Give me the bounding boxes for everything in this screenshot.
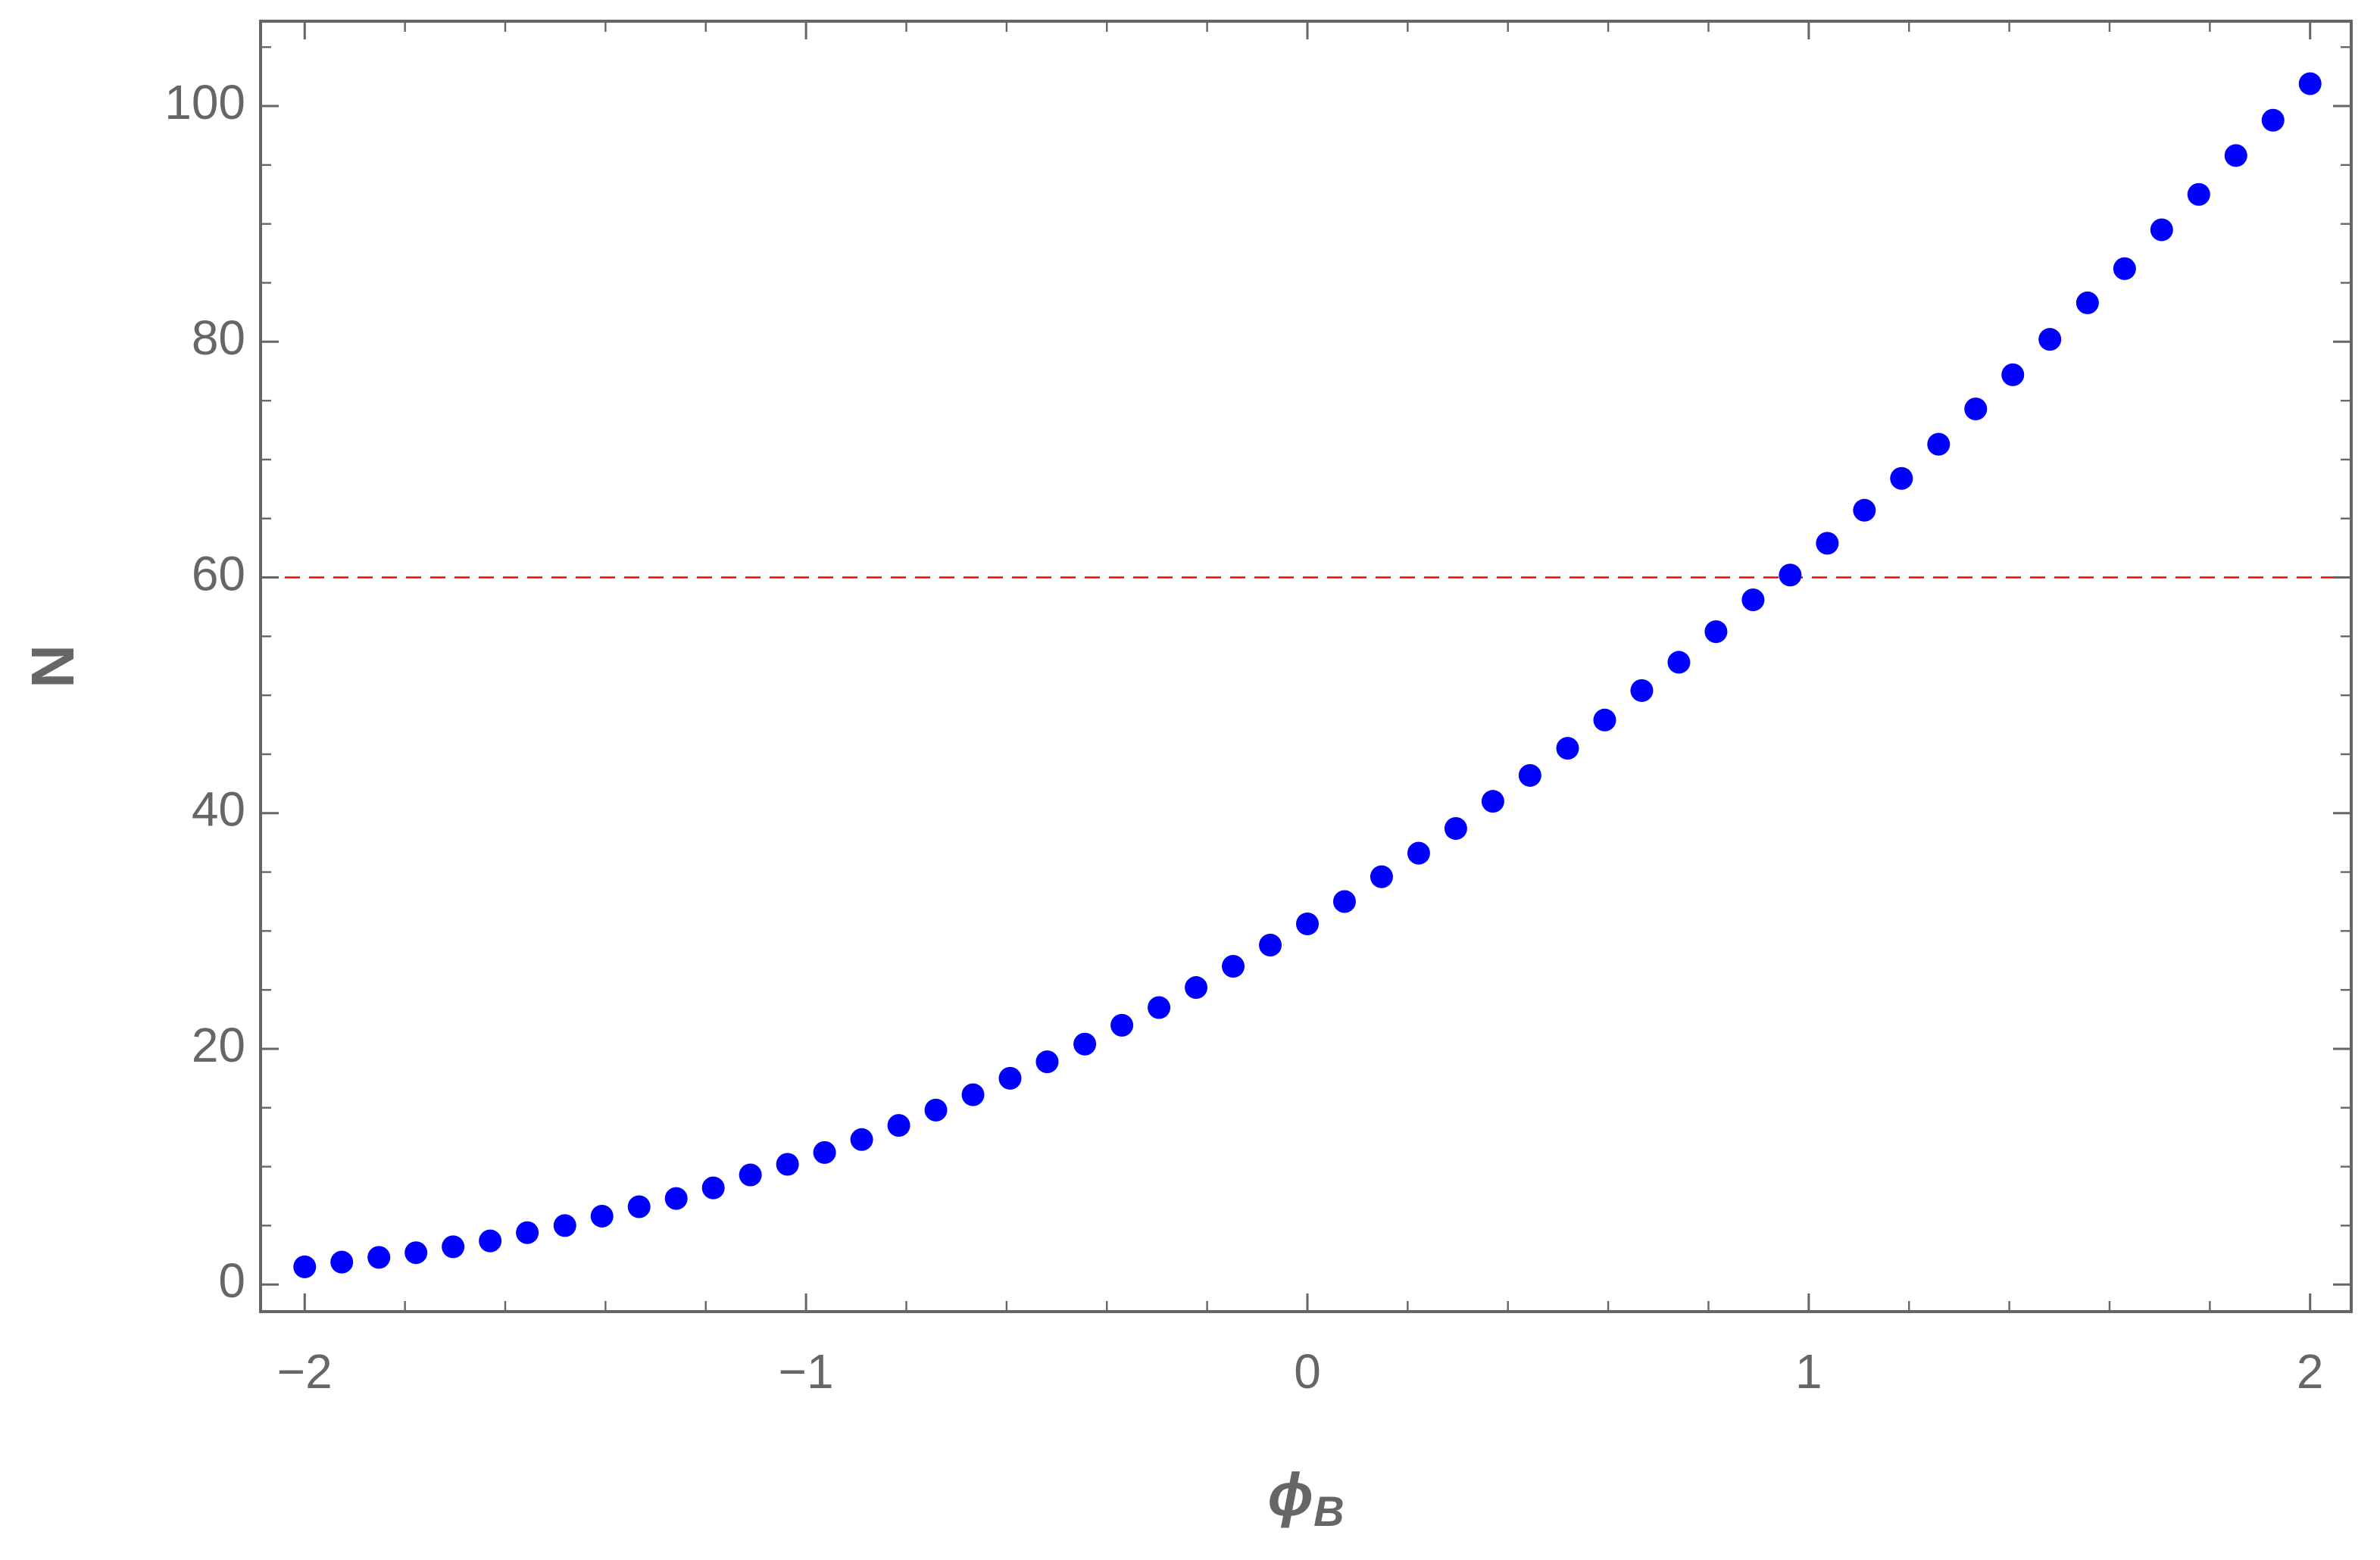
- data-point: [1332, 890, 1356, 913]
- data-point: [1593, 708, 1616, 732]
- data-point: [1556, 737, 1579, 760]
- data-point: [627, 1195, 651, 1218]
- data-point: [961, 1083, 985, 1106]
- data-point: [1927, 432, 1951, 456]
- data-point: [1222, 955, 1245, 978]
- y-axis-label: N: [19, 644, 86, 688]
- data-point: [553, 1214, 576, 1237]
- x-axis-label-subscript: B: [1313, 1487, 1344, 1535]
- data-point: [2298, 72, 2322, 95]
- y-tick-label: 60: [192, 546, 245, 601]
- data-point: [293, 1255, 317, 1278]
- y-tick-label: 80: [192, 310, 245, 365]
- data-point: [2261, 108, 2285, 132]
- data-point: [1779, 563, 1802, 587]
- data-point: [2113, 257, 2136, 280]
- data-point: [887, 1114, 910, 1137]
- data-point: [2038, 328, 2062, 351]
- x-tick-label: −1: [779, 1344, 834, 1399]
- data-point: [1444, 816, 1467, 840]
- data-point: [1890, 466, 1913, 490]
- data-point: [479, 1229, 502, 1253]
- data-point: [1148, 996, 1171, 1019]
- data-point: [813, 1140, 836, 1164]
- data-point: [850, 1128, 873, 1151]
- x-axis-label: ϕB: [1267, 1461, 1344, 1535]
- data-point: [664, 1187, 688, 1210]
- x-tick-label: 2: [2297, 1344, 2324, 1399]
- data-point: [1667, 651, 1691, 674]
- data-point: [590, 1204, 614, 1228]
- data-point: [516, 1221, 539, 1244]
- data-point: [998, 1066, 1022, 1090]
- data-point: [701, 1176, 725, 1200]
- data-point: [1295, 913, 1319, 936]
- plot-frame: [259, 20, 2353, 1313]
- data-point: [1407, 841, 1430, 865]
- data-point: [442, 1235, 465, 1259]
- x-tick-label: 1: [1795, 1344, 1822, 1399]
- data-point: [1110, 1013, 1134, 1037]
- data-point: [1704, 620, 1728, 644]
- x-tick-label: 0: [1294, 1344, 1321, 1399]
- data-point: [1853, 498, 1876, 522]
- data-point: [1741, 588, 1765, 612]
- data-point: [404, 1241, 428, 1265]
- data-point: [1035, 1050, 1059, 1074]
- y-tick-label: 20: [192, 1018, 245, 1072]
- data-point: [1073, 1032, 1097, 1056]
- data-point: [1481, 790, 1504, 813]
- data-point: [1816, 532, 1839, 555]
- data-point: [2075, 291, 2099, 314]
- data-point: [1370, 865, 1393, 888]
- data-point: [739, 1163, 762, 1187]
- data-point: [2187, 183, 2210, 206]
- y-tick-label: 100: [164, 75, 245, 129]
- data-point: [776, 1153, 799, 1176]
- data-point: [330, 1250, 354, 1274]
- data-point: [1964, 397, 1988, 420]
- y-tick-label: 40: [192, 782, 245, 837]
- x-tick-label: −2: [277, 1344, 333, 1399]
- data-point: [924, 1098, 948, 1122]
- data-point: [1630, 679, 1654, 702]
- x-axis-label-main: ϕ: [1267, 1461, 1313, 1528]
- data-point: [367, 1246, 391, 1269]
- data-point: [1259, 934, 1282, 957]
- data-point: [1518, 763, 1541, 787]
- data-point: [2001, 363, 2025, 386]
- data-point: [2150, 218, 2173, 242]
- data-point: [1185, 976, 1208, 1000]
- y-tick-label: 0: [218, 1253, 245, 1308]
- data-point: [2224, 144, 2247, 167]
